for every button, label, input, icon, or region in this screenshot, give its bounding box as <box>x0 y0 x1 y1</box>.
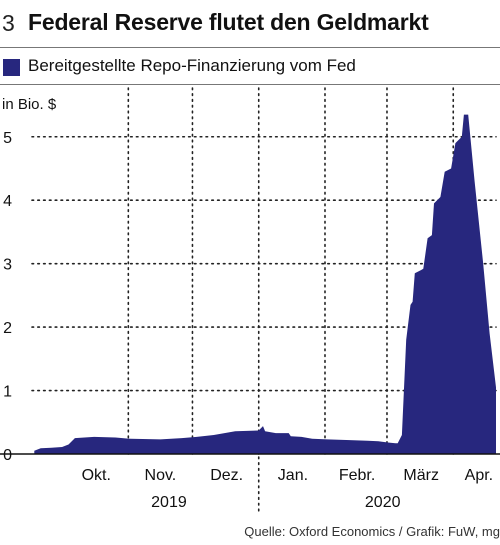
figure-header: 3 Federal Reserve flutet den Geldmarkt <box>0 8 500 42</box>
series-area <box>34 114 497 454</box>
year-label: 2020 <box>365 494 401 511</box>
x-tick-label: Apr. <box>465 467 493 484</box>
gridlines <box>31 87 497 455</box>
x-tick-label: März <box>403 467 439 484</box>
year-label: 2019 <box>151 494 187 511</box>
repo-area-chart: 0 1 2 3 4 5 in Bio. $ Okt. Nov. Dez. Jan. Febr. März… <box>0 87 500 513</box>
y-axis-unit: in Bio. $ <box>2 96 57 113</box>
x-tick-label: Nov. <box>145 467 177 484</box>
axes <box>0 453 500 513</box>
y-tick-label: 4 <box>3 193 12 210</box>
legend-swatch <box>3 59 20 76</box>
y-tick-label: 0 <box>3 447 12 464</box>
x-tick-label: Febr. <box>339 467 375 484</box>
y-tick-label: 1 <box>3 384 12 401</box>
tick-labels: 0 1 2 3 4 5 in Bio. $ Okt. Nov. Dez. Jan. Febr. März… <box>2 96 493 511</box>
y-tick-label: 2 <box>3 320 12 337</box>
x-tick-label: Dez. <box>210 467 243 484</box>
chart-title: Federal Reserve flutet den Geldmarkt <box>28 9 429 35</box>
legend-divider <box>0 84 500 85</box>
figure-number: 3 <box>2 10 15 36</box>
legend-label: Bereitgestellte Repo-Finanzierung vom Fe… <box>28 56 356 75</box>
source-note: Quelle: Oxford Economics / Grafik: FuW, … <box>244 524 500 539</box>
y-tick-label: 5 <box>3 130 12 147</box>
x-tick-label: Jan. <box>278 467 308 484</box>
x-tick-label: Okt. <box>82 467 111 484</box>
series-area-layer <box>34 114 497 454</box>
y-tick-label: 3 <box>3 257 12 274</box>
title-divider <box>0 47 500 48</box>
